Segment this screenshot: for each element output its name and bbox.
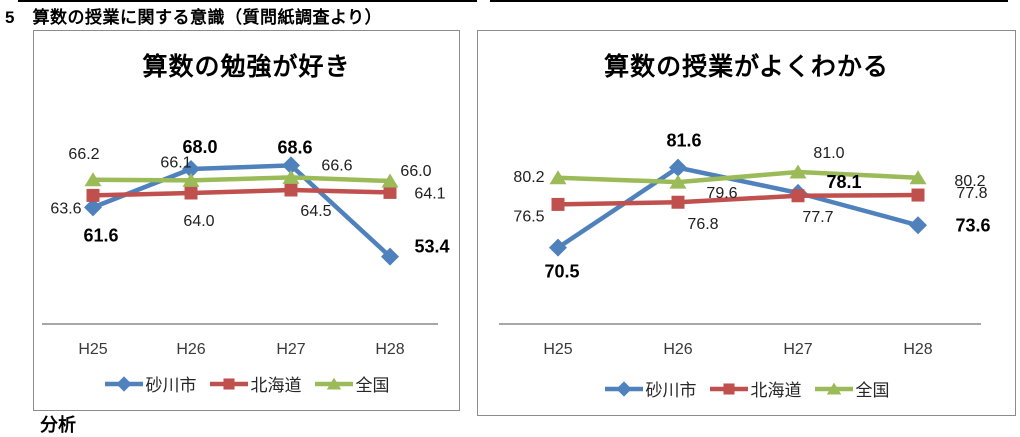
diamond-legend-marker-icon xyxy=(104,375,143,392)
data-label: 66.0 xyxy=(400,163,431,180)
triangle-marker xyxy=(381,173,399,188)
data-label: 53.4 xyxy=(414,237,449,257)
square-marker xyxy=(722,382,735,395)
x-tick-label: H27 xyxy=(783,341,812,358)
x-tick-label: H26 xyxy=(663,341,692,358)
triangle-marker xyxy=(182,172,200,187)
legend-item: 全国 xyxy=(314,371,390,396)
square-marker xyxy=(551,197,565,211)
data-label: 66.2 xyxy=(68,146,99,163)
data-label: 81.6 xyxy=(666,131,701,151)
legend-item: 全国 xyxy=(814,376,890,401)
data-label: 78.1 xyxy=(826,172,861,192)
triangle-marker xyxy=(826,382,841,395)
chart-panel-lesson-understand: H25 H26 H27 H28 70.5 81.6 78.1 73.6 76.5 76.8 77.7… xyxy=(477,30,1016,416)
data-label: 81.0 xyxy=(813,145,844,162)
x-tick-label: H28 xyxy=(375,341,404,358)
chart-legend: 砂川市 北海道 全国 xyxy=(34,371,459,396)
series-line-0 xyxy=(556,165,919,250)
top-border-line-right xyxy=(490,0,1008,2)
diamond-marker xyxy=(549,238,567,257)
diamond-marker xyxy=(669,158,687,177)
chart-plot-area: H25 H26 H27 H28 61.6 68.0 68.6 53.4 63.6 64.0 64.5… xyxy=(42,137,450,358)
square-marker xyxy=(222,377,235,390)
square-marker xyxy=(791,189,805,203)
diamond-marker xyxy=(282,156,300,175)
diamond-marker xyxy=(381,247,399,266)
series-line-2 xyxy=(557,169,919,185)
data-label: 70.5 xyxy=(544,262,579,282)
x-tick-label: H25 xyxy=(78,341,107,358)
chart-title: 算数の授業がよくわかる xyxy=(604,53,889,81)
data-label: 76.8 xyxy=(687,216,718,233)
triangle-marker xyxy=(84,172,102,187)
series-line-0 xyxy=(92,163,392,259)
data-label: 64.5 xyxy=(300,203,331,220)
data-label: 63.6 xyxy=(50,200,81,217)
data-label: 64.0 xyxy=(183,213,214,230)
chart-title: 算数の勉強が好き xyxy=(142,53,351,81)
square-marker xyxy=(184,186,198,200)
legend-item: 北海道 xyxy=(709,376,802,401)
legend-label: 砂川市 xyxy=(145,376,197,395)
data-label: 80.2 xyxy=(954,173,985,190)
legend-label: 全国 xyxy=(855,381,890,400)
legend-label: 全国 xyxy=(355,376,390,395)
data-label: 77.7 xyxy=(802,209,833,226)
square-marker xyxy=(671,195,685,209)
series-line-1 xyxy=(92,187,391,198)
square-marker xyxy=(383,185,397,199)
x-tick-label: H28 xyxy=(903,341,932,358)
diamond-marker xyxy=(115,375,132,392)
chart-plot-area: H25 H26 H27 H28 70.5 81.6 78.1 73.6 76.5 76.8 77.7… xyxy=(499,131,991,358)
series-line-1 xyxy=(557,192,919,207)
triangle-legend-marker-icon xyxy=(314,377,353,390)
chart-legend: 砂川市 北海道 全国 xyxy=(478,376,1015,401)
square-marker xyxy=(86,188,100,202)
legend-label: 北海道 xyxy=(750,381,802,400)
legend-item: 砂川市 xyxy=(604,376,697,401)
data-label: 66.6 xyxy=(321,157,352,174)
data-label: 76.5 xyxy=(513,208,544,225)
square-legend-marker-icon xyxy=(209,377,248,390)
top-border-line-left xyxy=(18,0,477,2)
data-label: 77.8 xyxy=(956,185,987,202)
data-labels-layer: 61.6 68.0 68.6 53.4 63.6 64.0 64.5 64.1 66.2 66.1… xyxy=(50,137,449,257)
triangle-marker xyxy=(549,170,567,185)
triangle-marker xyxy=(789,164,807,179)
data-label: 61.6 xyxy=(83,225,118,245)
triangle-marker xyxy=(669,174,687,189)
square-marker xyxy=(284,183,298,197)
page-title: 5 算数の授業に関する意識（質問紙調査より） xyxy=(5,8,383,27)
triangle-legend-marker-icon xyxy=(814,382,853,395)
diamond-marker xyxy=(909,216,927,235)
triangle-marker xyxy=(909,170,927,185)
x-tick-label: H26 xyxy=(176,341,205,358)
data-label: 68.6 xyxy=(277,137,312,157)
data-label: 79.6 xyxy=(706,185,737,202)
data-label: 66.1 xyxy=(160,154,191,171)
legend-label: 砂川市 xyxy=(645,381,697,400)
legend-item: 砂川市 xyxy=(104,371,197,396)
diamond-marker xyxy=(84,198,102,217)
square-legend-marker-icon xyxy=(709,382,748,395)
bottom-cutoff-text: 分析 xyxy=(40,415,76,435)
legend-label: 北海道 xyxy=(250,376,302,395)
square-marker xyxy=(911,188,925,202)
data-label: 73.6 xyxy=(955,215,990,235)
x-tick-label: H27 xyxy=(276,341,305,358)
data-label: 80.2 xyxy=(513,169,544,186)
triangle-marker xyxy=(326,377,341,390)
x-tick-label: H25 xyxy=(543,341,572,358)
legend-item: 北海道 xyxy=(209,371,302,396)
diamond-marker xyxy=(182,160,200,178)
data-label: 64.1 xyxy=(414,185,445,202)
data-labels-layer: 70.581.678.173.676.5 76.8 77.777.880.279.6… xyxy=(513,131,990,282)
series-line-2 xyxy=(92,175,391,184)
chart-panel-study-like: H25 H26 H27 H28 61.6 68.0 68.6 53.4 63.6 64.0 64.5… xyxy=(33,30,460,411)
triangle-marker xyxy=(282,169,300,184)
diamond-marker xyxy=(615,380,632,397)
data-label: 68.0 xyxy=(182,137,217,157)
diamond-legend-marker-icon xyxy=(604,380,643,397)
